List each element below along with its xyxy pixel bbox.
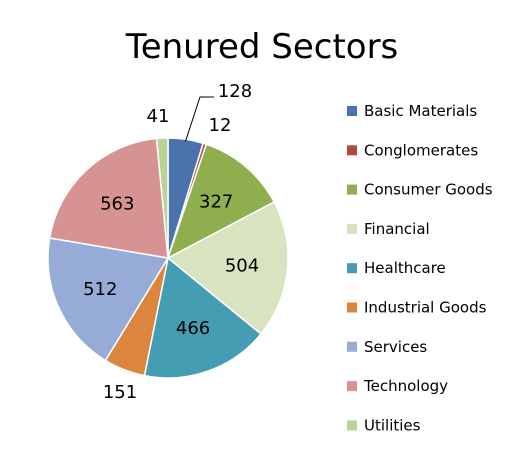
legend-label-conglomerates: Conglomerates [364, 141, 478, 159]
legend-label-consumer-goods: Consumer Goods [364, 181, 493, 199]
data-label-services: 512 [83, 279, 117, 300]
data-label-technology: 563 [100, 194, 134, 215]
pie-slice-utilities [155, 137, 169, 259]
legend-label-services: Services [364, 338, 427, 356]
pie-slice-consumer-goods [166, 143, 276, 260]
pie-slice-financial [166, 200, 289, 336]
legend-label-financial: Financial [364, 220, 430, 238]
legend-swatch-consumer-goods [347, 184, 357, 195]
data-label-industrial-goods: 151 [103, 382, 137, 403]
legend-swatch-financial [347, 223, 357, 234]
data-label-utilities: 41 [147, 106, 170, 127]
leader-line-basic-materials [185, 96, 214, 142]
data-label-consumer-goods: 327 [199, 191, 233, 212]
legend-swatch-healthcare [347, 263, 357, 274]
chart-title: Tenured Sectors [125, 27, 399, 67]
legend: Basic Materials Conglomerates Consumer Goo… [347, 102, 493, 434]
pie-slice-technology [48, 137, 169, 259]
pie-slices [47, 137, 289, 379]
data-label-basic-materials: 128 [218, 81, 252, 102]
data-labels: 128 12 327 504 466 151 512 563 41 [83, 81, 259, 403]
data-label-conglomerates: 12 [209, 115, 232, 136]
data-label-financial: 504 [225, 255, 259, 276]
legend-swatch-technology [347, 381, 357, 392]
legend-label-basic-materials: Basic Materials [364, 102, 477, 120]
legend-swatch-conglomerates [347, 145, 357, 156]
legend-swatch-basic-materials [347, 106, 357, 116]
legend-swatch-services [347, 341, 357, 352]
pie-slice-healthcare [143, 256, 262, 379]
legend-swatch-industrial-goods [347, 302, 357, 313]
legend-label-utilities: Utilities [364, 416, 421, 434]
data-label-healthcare: 466 [176, 318, 210, 339]
legend-label-technology: Technology [363, 377, 448, 395]
legend-label-industrial-goods: Industrial Goods [364, 299, 487, 317]
pie-slice-services [47, 237, 170, 362]
legend-swatch-utilities [347, 420, 357, 431]
legend-label-healthcare: Healthcare [364, 259, 446, 277]
